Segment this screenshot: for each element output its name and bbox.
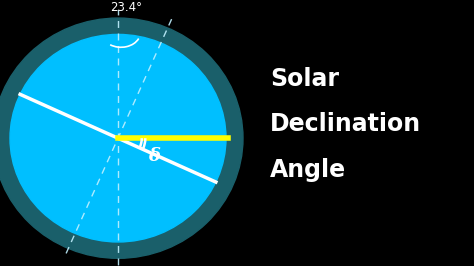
Circle shape: [0, 18, 243, 258]
Text: Solar: Solar: [270, 66, 339, 91]
Text: Declination: Declination: [270, 112, 421, 136]
Circle shape: [10, 34, 226, 242]
Text: Angle: Angle: [270, 158, 346, 182]
Text: δ: δ: [147, 147, 160, 165]
Text: 23.4°: 23.4°: [110, 1, 142, 14]
